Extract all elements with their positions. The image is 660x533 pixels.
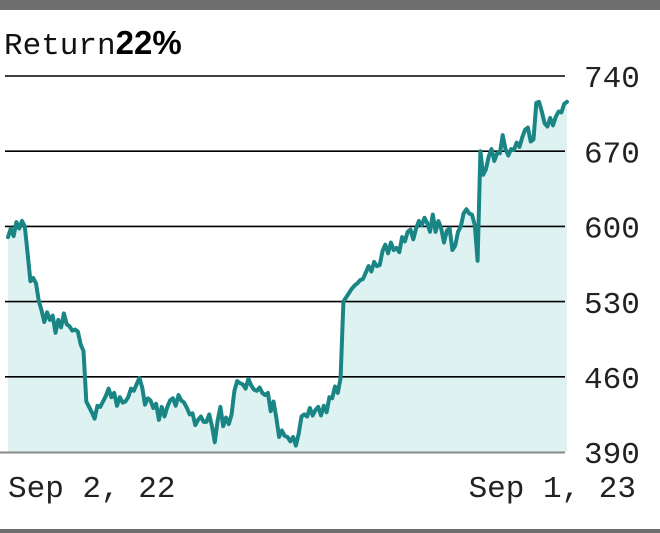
chart-title: Return22% xyxy=(4,26,182,62)
title-label: Return xyxy=(4,29,116,64)
x-tick-label-end: Sep 1, 23 xyxy=(469,472,636,507)
y-tick-label-460: 460 xyxy=(584,363,640,398)
top-frame-bar xyxy=(0,0,660,10)
y-tick-label-530: 530 xyxy=(584,288,640,323)
gridlines xyxy=(0,75,565,454)
y-tick-label-390: 390 xyxy=(584,438,640,473)
y-tick-label-600: 600 xyxy=(584,213,640,248)
area-fill xyxy=(8,101,567,453)
x-tick-label-start: Sep 2, 22 xyxy=(8,472,175,507)
y-axis: 390 460 530 600 670 740 xyxy=(584,62,640,473)
area-layer xyxy=(8,101,567,453)
line-layer xyxy=(6,99,569,448)
y-tick-label-740: 740 xyxy=(584,62,640,97)
y-tick-label-670: 670 xyxy=(584,137,640,172)
x-axis: Sep 2, 22 Sep 1, 23 xyxy=(8,472,636,507)
series-line xyxy=(6,99,569,448)
return-value: 22% xyxy=(115,24,182,61)
bottom-frame-bar xyxy=(0,529,660,533)
